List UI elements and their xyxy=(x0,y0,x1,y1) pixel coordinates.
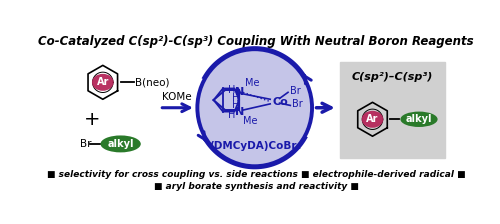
Text: B(neo): B(neo) xyxy=(136,77,170,87)
Text: H: H xyxy=(228,110,235,121)
Text: H: H xyxy=(232,93,239,103)
Ellipse shape xyxy=(100,136,141,152)
Text: Ar: Ar xyxy=(96,77,109,87)
Ellipse shape xyxy=(198,49,312,166)
Text: C(sp²)–C(sp³): C(sp²)–C(sp³) xyxy=(351,71,432,82)
Text: Br: Br xyxy=(290,86,300,96)
Text: Br: Br xyxy=(292,99,302,109)
Text: alkyl: alkyl xyxy=(108,139,134,149)
Text: KOMe: KOMe xyxy=(162,92,192,102)
Text: N: N xyxy=(234,87,244,97)
Text: Co-Catalyzed C(sp²)-C(sp³) Coupling With Neutral Boron Reagents: Co-Catalyzed C(sp²)-C(sp³) Coupling With… xyxy=(38,34,474,47)
Text: H: H xyxy=(228,85,235,95)
Text: Br: Br xyxy=(80,139,91,149)
Text: +: + xyxy=(84,110,100,129)
Text: Ar: Ar xyxy=(366,114,378,124)
Text: N: N xyxy=(234,107,244,116)
Text: alkyl: alkyl xyxy=(406,114,432,124)
FancyBboxPatch shape xyxy=(340,62,444,158)
Text: Co: Co xyxy=(272,97,288,107)
Text: ■ aryl borate synthesis and reactivity ■: ■ aryl borate synthesis and reactivity ■ xyxy=(154,182,358,191)
Ellipse shape xyxy=(92,74,114,91)
Ellipse shape xyxy=(400,112,438,127)
Text: Me: Me xyxy=(246,78,260,88)
Text: (DMCyDA)CoBr₂: (DMCyDA)CoBr₂ xyxy=(208,141,300,151)
Text: Me: Me xyxy=(243,116,258,126)
Text: ■ selectivity for cross coupling vs. side reactions ■ electrophile-derived radic: ■ selectivity for cross coupling vs. sid… xyxy=(47,170,466,179)
Ellipse shape xyxy=(362,111,384,128)
Text: H: H xyxy=(232,100,239,110)
